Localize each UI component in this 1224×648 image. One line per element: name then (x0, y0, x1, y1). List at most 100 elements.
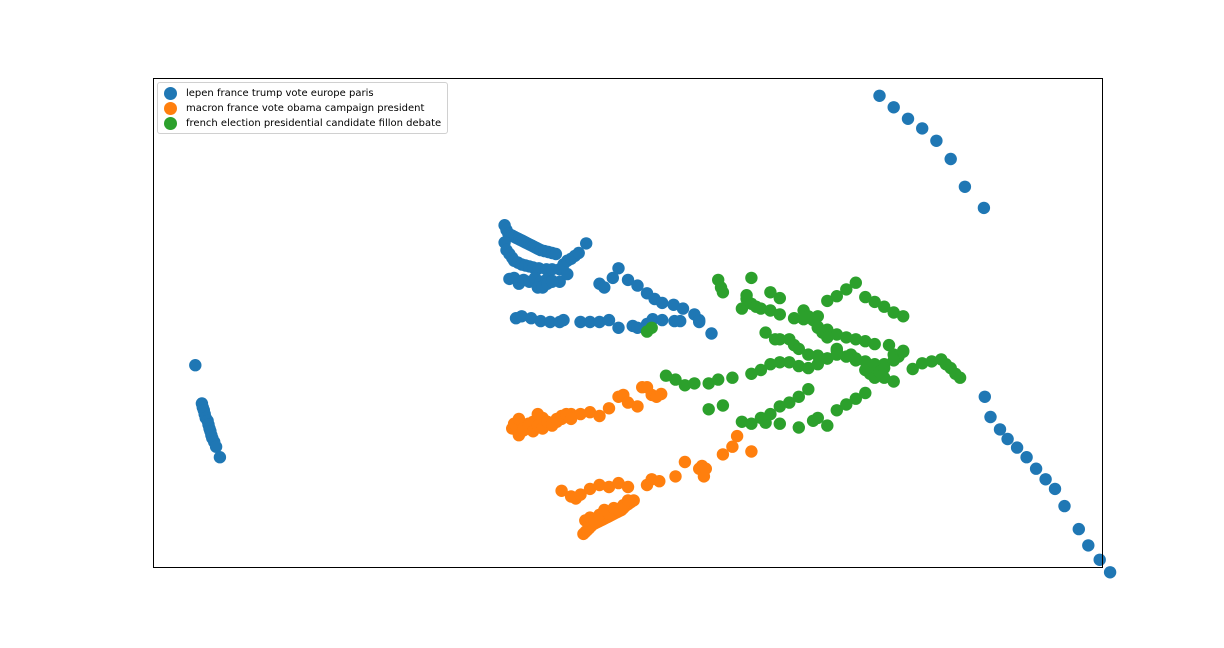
scatter-point (621, 480, 635, 494)
legend-item: macron france vote obama campaign presid… (164, 101, 441, 116)
scatter-point (821, 352, 834, 365)
scatter-point (574, 315, 587, 329)
scatter-point (897, 310, 910, 323)
scatter-point (726, 440, 739, 453)
scatter-point (631, 279, 644, 292)
scatter-point (906, 362, 919, 376)
scatter-point (830, 348, 843, 361)
scatter-point (656, 296, 669, 310)
scatter-point (593, 409, 606, 423)
scatter-point (773, 308, 786, 321)
scatter-point (735, 302, 749, 315)
scatter-point (678, 455, 692, 469)
scatter-point (545, 275, 559, 288)
scatter-point (773, 400, 786, 413)
scatter-point (840, 283, 853, 296)
scatter-point (674, 314, 687, 328)
scatter-point (764, 304, 777, 317)
scatter-point (574, 407, 587, 421)
series-1-points (506, 381, 758, 541)
scatter-point (564, 412, 578, 426)
scatter-point (1103, 566, 1117, 579)
legend: lepen france trump vote europe paris mac… (157, 82, 449, 134)
scatter-point (705, 327, 718, 340)
scatter-point (916, 357, 929, 370)
scatter-point (515, 310, 528, 323)
scatter-point (978, 390, 991, 403)
scatter-point (849, 333, 862, 346)
legend-marker-icon (164, 102, 177, 115)
scatter-point (745, 367, 758, 380)
scatter-point (859, 335, 872, 348)
scatter-point (1082, 539, 1095, 552)
scatter-point (811, 411, 824, 425)
legend-item: lepen france trump vote europe paris (164, 86, 441, 101)
scatter-point (1048, 482, 1062, 496)
scatter-point (653, 475, 666, 488)
scatter-point (583, 406, 597, 419)
scatter-point (645, 321, 658, 334)
scatter-point (716, 399, 730, 412)
scatter-point (593, 478, 606, 492)
scatter-point (716, 448, 730, 461)
scatter-point (574, 488, 587, 501)
scatter-point (669, 373, 682, 386)
scatter-point (621, 494, 635, 507)
scatter-point (944, 152, 957, 166)
scatter-point (849, 276, 862, 289)
scatter-point (549, 247, 563, 261)
legend-marker-icon (164, 87, 177, 100)
scatter-point (726, 371, 739, 384)
scatter-point (583, 482, 597, 496)
scatter-point (764, 286, 777, 299)
scatter-point (754, 363, 768, 377)
scatter-point (773, 333, 786, 346)
scatter-point (868, 295, 881, 309)
scatter-point (702, 403, 715, 416)
scatter-point (1072, 522, 1086, 536)
scatter-point (840, 398, 853, 411)
scatter-point (209, 440, 223, 453)
scatter-point (802, 348, 815, 361)
scatter-point (830, 404, 843, 417)
scatter-point (792, 359, 805, 373)
scatter-point (882, 338, 896, 352)
scatter-point (656, 313, 669, 327)
scatter-point (878, 300, 891, 313)
scatter-point (821, 419, 834, 432)
scatter-point (840, 350, 853, 363)
scatter-point (213, 451, 227, 464)
scatter-point (984, 410, 997, 424)
scatter-point (878, 361, 891, 375)
scatter-point (953, 371, 967, 384)
scatter-point (612, 321, 625, 334)
scatter-point (802, 361, 815, 375)
scatter-point (631, 400, 644, 413)
scatter-point (189, 359, 202, 372)
scatter-point (873, 89, 886, 103)
scatter-point (958, 180, 972, 193)
scatter-point (716, 286, 730, 299)
scatter-point (868, 337, 881, 351)
scatter-point (593, 315, 606, 329)
scatter-point (977, 201, 991, 215)
legend-label: lepen france trump vote europe paris (186, 88, 374, 99)
scatter-point (887, 354, 900, 367)
series-0-points (189, 89, 1117, 579)
scatter-point (667, 298, 680, 311)
scatter-point (735, 415, 749, 428)
scatter-point (887, 375, 900, 388)
scatter-point (792, 342, 805, 356)
scatter-point (1001, 432, 1014, 446)
scatter-point (602, 480, 616, 494)
scatter-point (811, 358, 824, 371)
scatter-point (557, 313, 570, 327)
scatter-point (773, 417, 786, 430)
scatter-point (693, 313, 706, 327)
plot-frame (153, 78, 1103, 568)
scatter-point (821, 331, 834, 344)
scatter-point (783, 396, 796, 409)
scatter-point (745, 417, 758, 430)
scatter-point (897, 344, 910, 357)
